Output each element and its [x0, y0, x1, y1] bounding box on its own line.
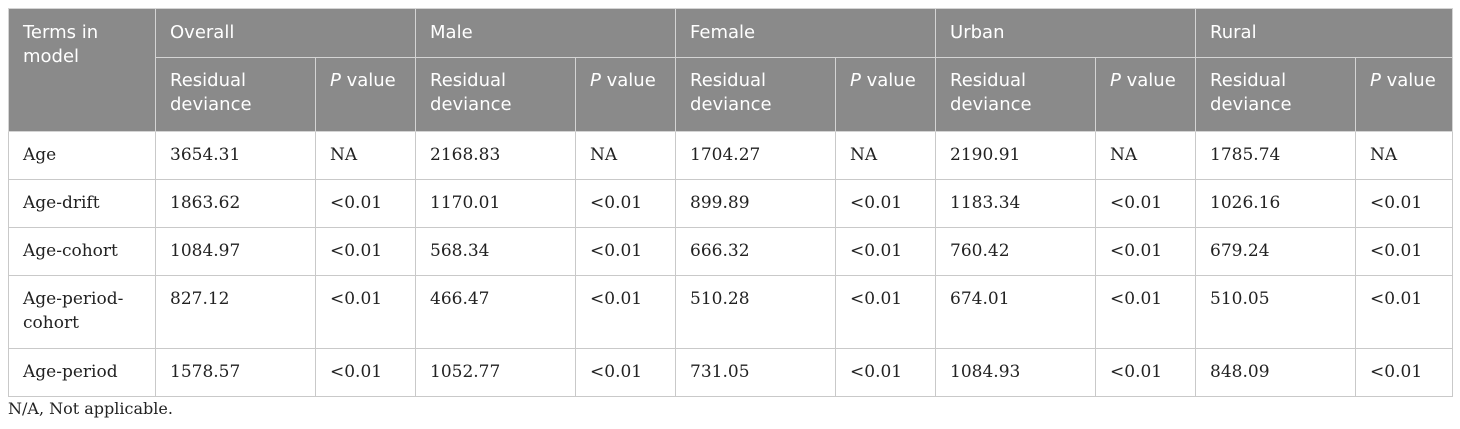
value-cell: 568.34 [415, 227, 577, 276]
term-cell: Age-cohort [8, 227, 156, 276]
p-italic: P [1370, 70, 1381, 91]
value-cell: <0.01 [1095, 227, 1197, 276]
value-cell: 3654.31 [155, 131, 316, 180]
terms-in-model-header: Terms in model [8, 8, 156, 132]
term-cell: Age-period [8, 348, 156, 397]
header-row-metrics: Residual deviance P value Residual devia… [9, 57, 1454, 132]
value-cell: 510.28 [675, 275, 837, 349]
table-row: Age-period-cohort 827.12 <0.01 466.47 <0… [8, 275, 1454, 349]
value-cell: NA [835, 131, 937, 180]
value-cell: 2190.91 [935, 131, 1097, 180]
table-row: Age-drift 1863.62 <0.01 1170.01 <0.01 89… [8, 179, 1454, 228]
header-row-groups: Terms in model Overall Male Female Urban… [8, 8, 1454, 132]
value-cell: <0.01 [1355, 227, 1454, 276]
residual-deviance-header: Residual deviance [935, 57, 1097, 132]
value-cell: 2168.83 [415, 131, 577, 180]
value-cell: 1084.93 [935, 348, 1097, 397]
p-value-header: P value [835, 57, 937, 132]
value-cell: <0.01 [314, 275, 417, 349]
value-cell: 674.01 [935, 275, 1097, 349]
p-italic: P [330, 70, 341, 91]
group-header-male: Male [415, 8, 677, 58]
value-cell: <0.01 [314, 348, 417, 397]
p-italic: P [1110, 70, 1121, 91]
value-cell: 1052.77 [415, 348, 577, 397]
p-suffix: value [1380, 70, 1436, 91]
value-cell: 666.32 [675, 227, 837, 276]
p-suffix: value [860, 70, 916, 91]
table-footnote: N/A, Not applicable. [8, 399, 173, 418]
value-cell: <0.01 [314, 227, 417, 276]
value-cell: 1785.74 [1195, 131, 1357, 180]
value-cell: <0.01 [1095, 179, 1197, 228]
p-italic: P [850, 70, 861, 91]
value-cell: <0.01 [575, 227, 677, 276]
value-cell: 466.47 [415, 275, 577, 349]
value-cell: 1084.97 [155, 227, 316, 276]
term-cell: Age-drift [8, 179, 156, 228]
value-cell: <0.01 [1355, 275, 1454, 349]
group-header-female: Female [675, 8, 937, 58]
value-cell: 827.12 [155, 275, 316, 349]
p-value-header: P value [1355, 57, 1454, 132]
group-header-urban: Urban [935, 8, 1197, 58]
group-header-rural: Rural [1195, 8, 1454, 58]
value-cell: NA [575, 131, 677, 180]
value-cell: 1026.16 [1195, 179, 1357, 228]
results-table-container: Terms in model Overall Male Female Urban… [8, 8, 1454, 397]
p-suffix: value [600, 70, 656, 91]
value-cell: <0.01 [1355, 179, 1454, 228]
value-cell: <0.01 [1095, 275, 1197, 349]
p-value-header: P value [314, 57, 417, 132]
value-cell: <0.01 [1355, 348, 1454, 397]
residual-deviance-header: Residual deviance [1195, 57, 1357, 132]
value-cell: 1863.62 [155, 179, 316, 228]
residual-deviance-header: Residual deviance [675, 57, 837, 132]
table-row: Age-period 1578.57 <0.01 1052.77 <0.01 7… [8, 348, 1454, 397]
value-cell: <0.01 [575, 348, 677, 397]
p-suffix: value [1120, 70, 1176, 91]
group-header-overall: Overall [154, 8, 417, 58]
value-cell: <0.01 [835, 179, 937, 228]
value-cell: <0.01 [835, 348, 937, 397]
p-suffix: value [340, 70, 396, 91]
term-cell: Age-period-cohort [8, 275, 156, 349]
value-cell: NA [1095, 131, 1197, 180]
value-cell: 679.24 [1195, 227, 1357, 276]
value-cell: <0.01 [835, 275, 937, 349]
value-cell: 1170.01 [415, 179, 577, 228]
value-cell: 1704.27 [675, 131, 837, 180]
results-table: Terms in model Overall Male Female Urban… [8, 8, 1454, 397]
value-cell: <0.01 [575, 179, 677, 228]
residual-deviance-header: Residual deviance [415, 57, 577, 132]
value-cell: NA [314, 131, 417, 180]
value-cell: 848.09 [1195, 348, 1357, 397]
term-cell: Age [8, 131, 156, 180]
value-cell: <0.01 [835, 227, 937, 276]
table-row: Age-cohort 1084.97 <0.01 568.34 <0.01 66… [8, 227, 1454, 276]
p-value-header: P value [575, 57, 677, 132]
value-cell: 1578.57 [155, 348, 316, 397]
value-cell: 731.05 [675, 348, 837, 397]
value-cell: <0.01 [575, 275, 677, 349]
value-cell: 1183.34 [935, 179, 1097, 228]
residual-deviance-header: Residual deviance [155, 57, 316, 132]
value-cell: 760.42 [935, 227, 1097, 276]
value-cell: <0.01 [1095, 348, 1197, 397]
value-cell: <0.01 [314, 179, 417, 228]
table-row: Age 3654.31 NA 2168.83 NA 1704.27 NA 219… [8, 131, 1454, 180]
p-value-header: P value [1095, 57, 1197, 132]
value-cell: 899.89 [675, 179, 837, 228]
p-italic: P [590, 70, 601, 91]
value-cell: NA [1355, 131, 1454, 180]
value-cell: 510.05 [1195, 275, 1357, 349]
